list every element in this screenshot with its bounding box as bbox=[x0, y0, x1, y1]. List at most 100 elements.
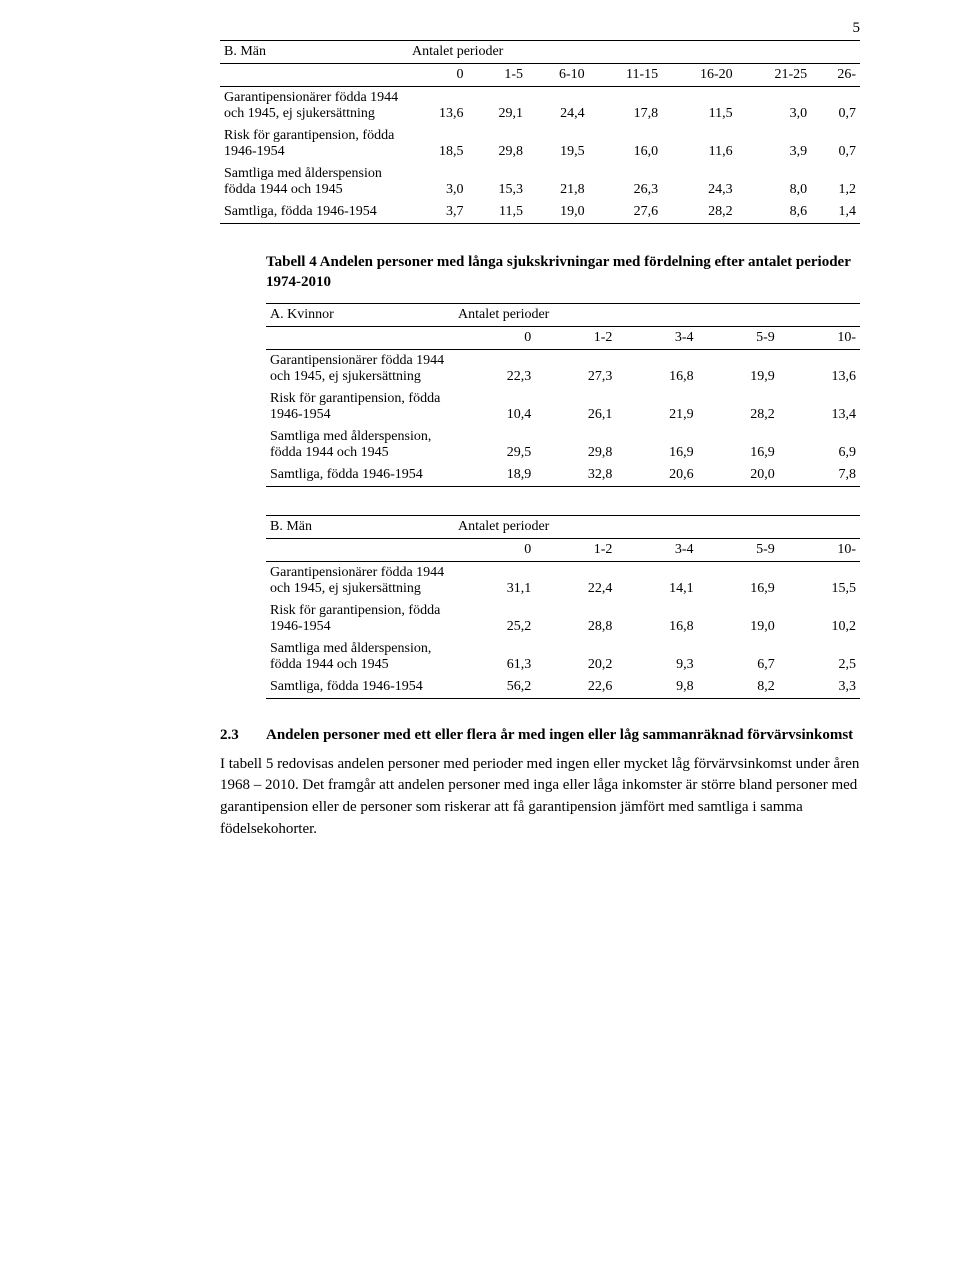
row-label: Garantipensionärer födda 1944 och 1945, … bbox=[220, 87, 408, 126]
cell: 3,9 bbox=[737, 125, 811, 163]
cell: 61,3 bbox=[454, 638, 535, 676]
cell: 2,5 bbox=[779, 638, 860, 676]
cell: 19,9 bbox=[698, 349, 779, 388]
table4-title: Tabell 4 Andelen personer med långa sjuk… bbox=[266, 252, 860, 293]
cell: 11,5 bbox=[662, 87, 736, 126]
cell: 3,0 bbox=[408, 163, 468, 201]
cell: 9,3 bbox=[616, 638, 697, 676]
section-title: Andelen personer med ett eller flera år … bbox=[266, 727, 853, 744]
cell: 0,7 bbox=[811, 87, 860, 126]
cell: 8,6 bbox=[737, 201, 811, 224]
section-number: 2.3 bbox=[220, 727, 266, 744]
cell: 10,4 bbox=[454, 388, 535, 426]
periods-label: Antalet perioder bbox=[454, 303, 860, 326]
cell: 28,2 bbox=[698, 388, 779, 426]
row-label: Garantipensionärer födda 1944 och 1945, … bbox=[266, 561, 454, 600]
page-number: 5 bbox=[853, 20, 861, 37]
cell: 16,9 bbox=[616, 426, 697, 464]
cell: 31,1 bbox=[454, 561, 535, 600]
col-h: 10- bbox=[779, 538, 860, 561]
cell: 6,7 bbox=[698, 638, 779, 676]
cell: 24,3 bbox=[662, 163, 736, 201]
cell: 10,2 bbox=[779, 600, 860, 638]
col-h: 5-9 bbox=[698, 538, 779, 561]
cell: 18,9 bbox=[454, 464, 535, 487]
table-row: Garantipensionärer födda 1944 och 1945, … bbox=[220, 87, 860, 126]
cell: 29,8 bbox=[535, 426, 616, 464]
col-h: 26- bbox=[811, 64, 860, 87]
col-h: 1-5 bbox=[468, 64, 528, 87]
cell: 28,8 bbox=[535, 600, 616, 638]
row-label: Garantipensionärer födda 1944 och 1945, … bbox=[266, 349, 454, 388]
table-corner: B. Män bbox=[266, 515, 454, 538]
paragraph: I tabell 5 redovisas andelen personer me… bbox=[220, 754, 860, 841]
cell: 32,8 bbox=[535, 464, 616, 487]
cell: 22,4 bbox=[535, 561, 616, 600]
cell: 28,2 bbox=[662, 201, 736, 224]
col-h: 10- bbox=[779, 326, 860, 349]
cell: 13,6 bbox=[779, 349, 860, 388]
cell: 11,5 bbox=[468, 201, 528, 224]
cell: 26,3 bbox=[589, 163, 663, 201]
table-row: Risk för garantipension, födda 1946-1954… bbox=[220, 125, 860, 163]
col-h: 0 bbox=[408, 64, 468, 87]
col-h: 1-2 bbox=[535, 538, 616, 561]
col-h: 3-4 bbox=[616, 538, 697, 561]
table-b-man-7col: B. Män Antalet perioder 0 1-5 6-10 11-15… bbox=[220, 40, 860, 224]
section-heading: 2.3 Andelen personer med ett eller flera… bbox=[220, 727, 860, 744]
cell: 7,8 bbox=[779, 464, 860, 487]
table-row: Garantipensionärer födda 1944 och 1945, … bbox=[266, 561, 860, 600]
document-page: 5 B. Män Antalet perioder 0 1-5 6-10 11-… bbox=[0, 0, 960, 1268]
col-h: 1-2 bbox=[535, 326, 616, 349]
cell: 56,2 bbox=[454, 676, 535, 699]
col-h: 0 bbox=[454, 326, 535, 349]
cell: 18,5 bbox=[408, 125, 468, 163]
col-h: 16-20 bbox=[662, 64, 736, 87]
cell: 1,4 bbox=[811, 201, 860, 224]
table-row: Samtliga med ålderspension, födda 1944 o… bbox=[266, 638, 860, 676]
cell: 14,1 bbox=[616, 561, 697, 600]
row-label: Risk för garantipension, födda 1946-1954 bbox=[266, 600, 454, 638]
col-blank bbox=[220, 64, 408, 87]
col-h: 5-9 bbox=[698, 326, 779, 349]
cell: 20,2 bbox=[535, 638, 616, 676]
row-label: Samtliga, födda 1946-1954 bbox=[220, 201, 408, 224]
cell: 22,6 bbox=[535, 676, 616, 699]
cell: 8,0 bbox=[737, 163, 811, 201]
col-h: 0 bbox=[454, 538, 535, 561]
col-h: 11-15 bbox=[589, 64, 663, 87]
row-label: Samtliga med ålderspension, födda 1944 o… bbox=[266, 426, 454, 464]
table-corner: B. Män bbox=[220, 41, 408, 64]
cell: 3,3 bbox=[779, 676, 860, 699]
row-label: Samtliga, födda 1946-1954 bbox=[266, 464, 454, 487]
cell: 16,8 bbox=[616, 600, 697, 638]
row-label: Risk för garantipension, födda 1946-1954 bbox=[220, 125, 408, 163]
table-corner: A. Kvinnor bbox=[266, 303, 454, 326]
cell: 24,4 bbox=[527, 87, 589, 126]
cell: 29,8 bbox=[468, 125, 528, 163]
cell: 19,0 bbox=[527, 201, 589, 224]
row-label: Samtliga med ålderspension, födda 1944 o… bbox=[266, 638, 454, 676]
cell: 27,6 bbox=[589, 201, 663, 224]
cell: 15,5 bbox=[779, 561, 860, 600]
table-row: Samtliga, födda 1946-1954 3,7 11,5 19,0 … bbox=[220, 201, 860, 224]
cell: 8,2 bbox=[698, 676, 779, 699]
cell: 13,4 bbox=[779, 388, 860, 426]
cell: 11,6 bbox=[662, 125, 736, 163]
table-row: Samtliga, födda 1946-1954 18,9 32,8 20,6… bbox=[266, 464, 860, 487]
cell: 21,9 bbox=[616, 388, 697, 426]
cell: 19,0 bbox=[698, 600, 779, 638]
cell: 6,9 bbox=[779, 426, 860, 464]
table-row: Samtliga, födda 1946-1954 56,2 22,6 9,8 … bbox=[266, 676, 860, 699]
col-blank bbox=[266, 538, 454, 561]
periods-label: Antalet perioder bbox=[408, 41, 860, 64]
col-h: 6-10 bbox=[527, 64, 589, 87]
cell: 21,8 bbox=[527, 163, 589, 201]
cell: 16,9 bbox=[698, 561, 779, 600]
table-row: Risk för garantipension, födda 1946-1954… bbox=[266, 388, 860, 426]
cell: 27,3 bbox=[535, 349, 616, 388]
table-row: Risk för garantipension, födda 1946-1954… bbox=[266, 600, 860, 638]
col-h: 21-25 bbox=[737, 64, 811, 87]
cell: 1,2 bbox=[811, 163, 860, 201]
cell: 16,0 bbox=[589, 125, 663, 163]
